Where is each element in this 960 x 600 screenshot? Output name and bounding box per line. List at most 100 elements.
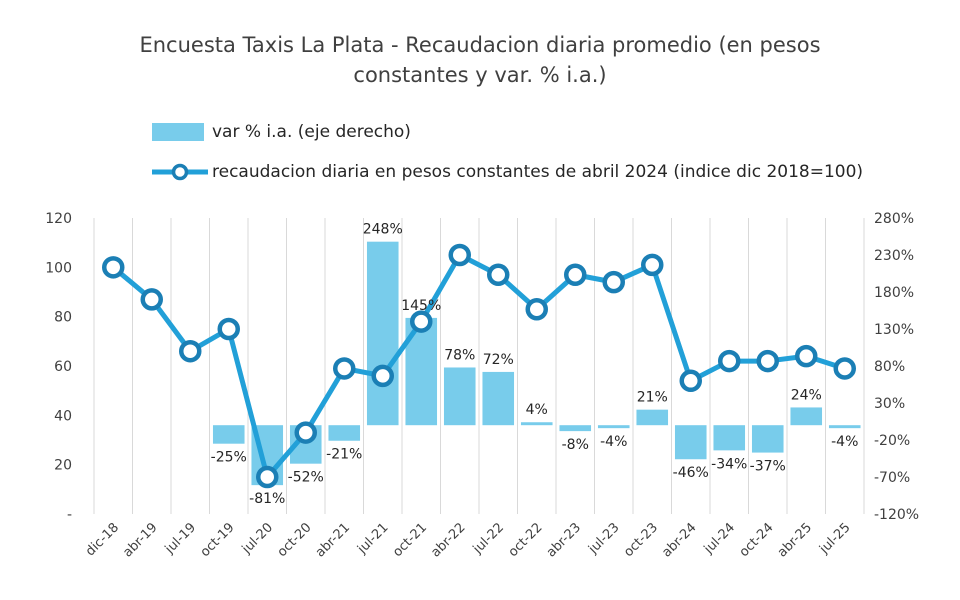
data-labels: -25% -81%-52%-21% 248% 145% 78% 72% 4% -8% -4% 21… <box>211 222 859 507</box>
line-point-jul-21 <box>371 364 394 388</box>
x-tick-label: abr-22 <box>428 520 468 560</box>
line-point-oct-22 <box>525 298 548 321</box>
x-tick-label: jul-19 <box>162 520 199 557</box>
line-point-jul-20 <box>256 465 279 489</box>
x-tick-label: abr-19 <box>120 520 160 560</box>
x-tick-label: jul-24 <box>701 520 738 557</box>
bar-abr-22 <box>443 367 476 426</box>
bar-abr-21 <box>328 425 361 441</box>
legend-item-line: recaudacion diaria en pesos constantes d… <box>152 160 863 184</box>
bar-jul-25 <box>828 425 861 429</box>
x-tick-label: jul-21 <box>354 520 391 557</box>
bar-oct-22 <box>520 422 553 426</box>
line-path <box>111 252 846 480</box>
y-left-tick-label: 40 <box>54 408 72 424</box>
bar-data-label: -21% <box>326 447 362 463</box>
line-series <box>102 243 856 489</box>
y-left-tick-label: 120 <box>45 211 72 227</box>
legend-bar-swatch <box>152 123 204 141</box>
bar-oct-21 <box>405 317 438 426</box>
y-left-tick-label: 100 <box>45 260 72 276</box>
bar-oct-20 <box>289 425 322 464</box>
line-point-oct-24 <box>756 349 779 373</box>
line-point-abr-23 <box>564 263 587 286</box>
bar-series <box>212 241 861 486</box>
line-point-jul-23 <box>602 270 625 294</box>
bar-data-label: 248% <box>363 222 403 238</box>
y-left-tick-label: - <box>67 507 72 523</box>
x-tick-label: jul-25 <box>816 520 853 557</box>
bar-abr-24 <box>674 425 707 460</box>
bar-oct-24 <box>751 425 784 453</box>
x-tick-label: oct-19 <box>198 520 238 560</box>
bar-jul-21 <box>366 241 399 426</box>
x-tick-label: oct-22 <box>506 520 546 560</box>
legend-item-bars: var % i.a. (eje derecho) <box>152 120 411 144</box>
line-point-abr-24 <box>679 369 702 393</box>
chart-title-line-2: constantes y var. % i.a.) <box>353 63 607 87</box>
y-right-tick-label: 230% <box>874 248 914 264</box>
x-tick-label: abr-24 <box>659 520 699 560</box>
bar-data-label: -81% <box>249 491 285 507</box>
line-point-abr-21 <box>333 357 356 380</box>
bar-oct-19 <box>212 425 245 444</box>
bar-jul-22 <box>482 371 515 426</box>
x-tick-label: jul-23 <box>585 520 622 557</box>
bar-jul-24 <box>713 425 746 451</box>
x-tick-label: oct-23 <box>621 520 661 560</box>
bar-data-label: 72% <box>483 352 514 368</box>
bar-oct-23 <box>636 409 669 426</box>
line-point-abr-19 <box>140 288 163 311</box>
bar-data-label: -8% <box>562 437 589 453</box>
bar-data-label: -37% <box>750 459 786 475</box>
line-point-jul-22 <box>487 263 510 286</box>
x-tick-label: oct-21 <box>390 520 430 560</box>
line-point-dic-18 <box>102 256 125 279</box>
bar-abr-23 <box>559 425 592 432</box>
bar-data-label: -52% <box>288 470 324 486</box>
x-tick-label: oct-24 <box>737 520 777 560</box>
y-right-tick-label: 280% <box>874 211 914 227</box>
line-point-oct-19 <box>217 317 240 341</box>
y-left-tick-label: 20 <box>54 458 72 474</box>
legend-bar-label: var % i.a. (eje derecho) <box>212 122 411 142</box>
legend-line-swatch <box>152 163 208 181</box>
line-point-jul-19 <box>179 339 202 363</box>
chart-title: Encuesta Taxis La Plata - Recaudacion di… <box>80 30 880 90</box>
y-right-tick-label: -120% <box>874 507 919 523</box>
bar-data-label: 145% <box>401 298 441 314</box>
line-point-abr-22 <box>448 243 471 267</box>
y-right-tick-label: 180% <box>874 285 914 301</box>
bar-abr-25 <box>790 407 823 426</box>
bar-jul-23 <box>597 425 630 429</box>
bar-data-label: -4% <box>600 434 627 450</box>
bar-data-label: 21% <box>637 390 668 406</box>
bar-data-label: -25% <box>211 450 247 466</box>
axes: - 20 40 60 80 100 120 -120% -70% -20% 30% 80% 130% 18… <box>45 211 919 561</box>
x-tick-label: abr-23 <box>544 520 584 560</box>
bar-data-label: -4% <box>831 434 858 450</box>
grid-lines <box>93 218 865 514</box>
x-tick-label: abr-21 <box>313 520 353 560</box>
line-point-abr-25 <box>795 344 818 368</box>
y-right-tick-label: 30% <box>874 396 905 412</box>
x-tick-label: jul-20 <box>239 520 276 557</box>
bar-data-label: -46% <box>673 465 709 481</box>
x-tick-label: oct-20 <box>275 520 315 560</box>
x-tick-label: jul-22 <box>470 520 507 557</box>
bar-jul-20 <box>251 425 284 486</box>
bar-data-label: 24% <box>791 387 822 403</box>
line-point-oct-20 <box>294 421 317 444</box>
bar-data-label: -34% <box>711 456 747 472</box>
y-left-tick-label: 80 <box>54 310 72 326</box>
line-point-jul-25 <box>833 357 856 380</box>
line-point-oct-21 <box>410 310 433 333</box>
y-right-tick-label: -70% <box>874 470 910 486</box>
legend-line-label: recaudacion diaria en pesos constantes d… <box>212 162 864 182</box>
y-right-tick-label: 80% <box>874 359 905 375</box>
bar-data-label: 4% <box>526 402 548 418</box>
x-tick-label: abr-25 <box>775 520 815 560</box>
chart-title-line-1: Encuesta Taxis La Plata - Recaudacion di… <box>139 33 821 57</box>
bar-data-label: 78% <box>444 347 475 363</box>
